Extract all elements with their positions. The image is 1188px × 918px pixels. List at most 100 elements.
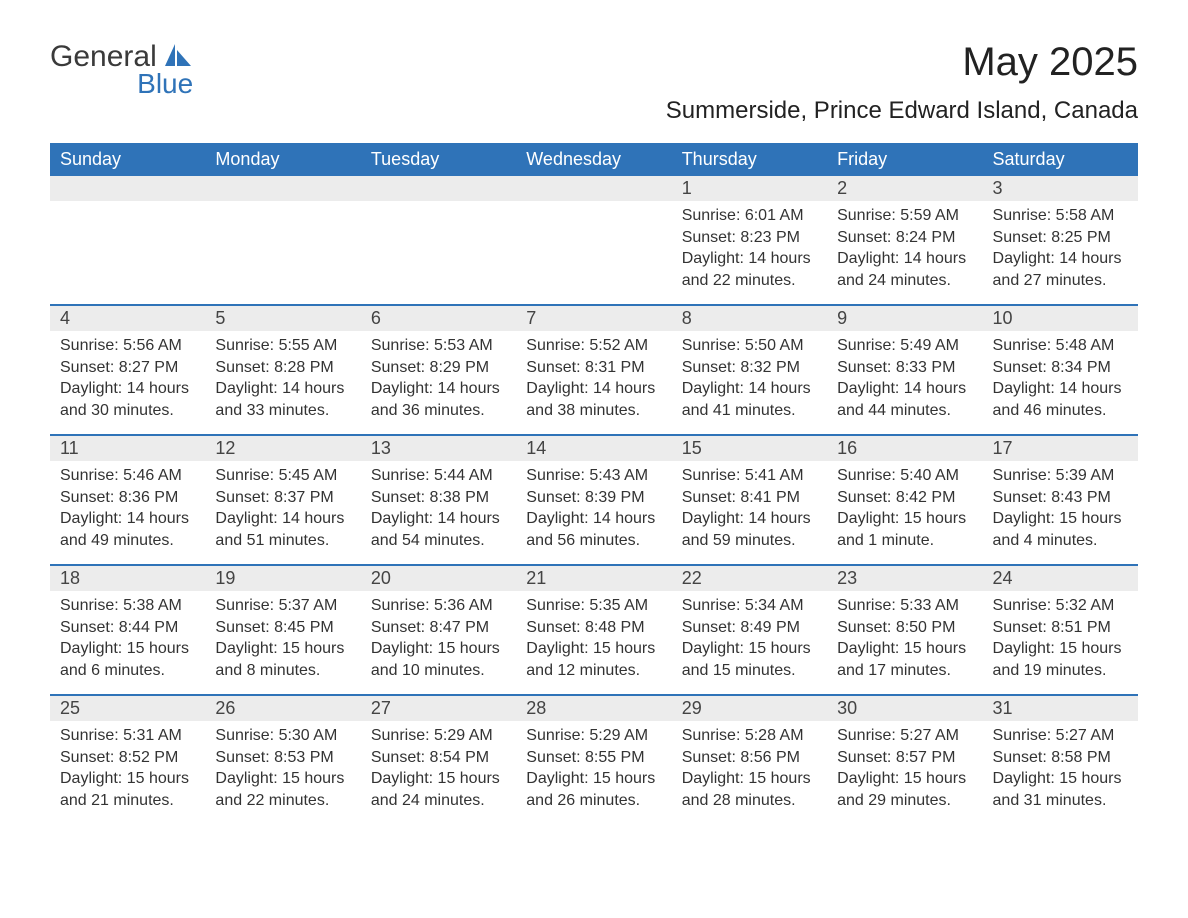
- sunset-line: Sunset: 8:29 PM: [371, 357, 506, 379]
- day-content: Sunrise: 5:43 AMSunset: 8:39 PMDaylight:…: [516, 465, 671, 551]
- day-cell: 30Sunrise: 5:27 AMSunset: 8:57 PMDayligh…: [827, 696, 982, 824]
- day-cell: 14 Sunrise: 5:43 AMSunset: 8:39 PMDayligh…: [516, 436, 671, 564]
- sunrise-line: Sunrise: 5:33 AM: [837, 595, 972, 617]
- day-content: Sunrise: 5:50 AMSunset: 8:32 PMDaylight:…: [672, 335, 827, 421]
- sunrise-line: Sunrise: 5:32 AM: [993, 595, 1128, 617]
- day-cell: 18Sunrise: 5:38 AMSunset: 8:44 PMDayligh…: [50, 566, 205, 694]
- day-cell: 25Sunrise: 5:31 AMSunset: 8:52 PMDayligh…: [50, 696, 205, 824]
- sunrise-line: Sunrise: 5:40 AM: [837, 465, 972, 487]
- weekday-header-cell: Saturday: [983, 143, 1138, 176]
- day-number: 7: [516, 306, 671, 331]
- sunrise-line: Sunrise: 5:38 AM: [60, 595, 195, 617]
- daylight-line: Daylight: 15 hours and 19 minutes.: [993, 638, 1128, 681]
- day-cell: [516, 176, 671, 304]
- day-cell: 16Sunrise: 5:40 AMSunset: 8:42 PMDayligh…: [827, 436, 982, 564]
- day-number: 22: [672, 566, 827, 591]
- daylight-line: Daylight: 15 hours and 31 minutes.: [993, 768, 1128, 811]
- day-content: Sunrise: 5:37 AMSunset: 8:45 PMDaylight:…: [205, 595, 360, 681]
- day-number: 26: [205, 696, 360, 721]
- sunset-line: Sunset: 8:24 PM: [837, 227, 972, 249]
- sunset-line: Sunset: 8:31 PM: [526, 357, 661, 379]
- day-content: Sunrise: 5:44 AMSunset: 8:38 PMDaylight:…: [361, 465, 516, 551]
- daylight-line: Daylight: 15 hours and 28 minutes.: [682, 768, 817, 811]
- sunrise-line: Sunrise: 5:35 AM: [526, 595, 661, 617]
- sunset-line: Sunset: 8:50 PM: [837, 617, 972, 639]
- sunset-line: Sunset: 8:27 PM: [60, 357, 195, 379]
- day-number: 30: [827, 696, 982, 721]
- day-content: Sunrise: 5:29 AMSunset: 8:55 PMDaylight:…: [516, 725, 671, 811]
- sunrise-line: Sunrise: 5:28 AM: [682, 725, 817, 747]
- daylight-line: Daylight: 14 hours and 41 minutes.: [682, 378, 817, 421]
- day-cell: [205, 176, 360, 304]
- daylight-line: Daylight: 14 hours and 49 minutes.: [60, 508, 195, 551]
- sunset-line: Sunset: 8:58 PM: [993, 747, 1128, 769]
- logo-text-block: General Blue: [50, 40, 193, 98]
- daylight-line: Daylight: 14 hours and 56 minutes.: [526, 508, 661, 551]
- day-content: Sunrise: 5:32 AMSunset: 8:51 PMDaylight:…: [983, 595, 1138, 681]
- sunrise-line: Sunrise: 5:31 AM: [60, 725, 195, 747]
- day-number: [50, 176, 205, 201]
- day-number: 4: [50, 306, 205, 331]
- sunset-line: Sunset: 8:53 PM: [215, 747, 350, 769]
- daylight-line: Daylight: 15 hours and 6 minutes.: [60, 638, 195, 681]
- sunset-line: Sunset: 8:37 PM: [215, 487, 350, 509]
- day-cell: 10Sunrise: 5:48 AMSunset: 8:34 PMDayligh…: [983, 306, 1138, 434]
- day-number: 27: [361, 696, 516, 721]
- sunrise-line: Sunrise: 5:52 AM: [526, 335, 661, 357]
- sunrise-line: Sunrise: 5:58 AM: [993, 205, 1128, 227]
- weekday-header-cell: Tuesday: [361, 143, 516, 176]
- month-title: May 2025: [666, 40, 1138, 85]
- sunrise-line: Sunrise: 5:27 AM: [837, 725, 972, 747]
- day-content: Sunrise: 5:35 AMSunset: 8:48 PMDaylight:…: [516, 595, 671, 681]
- day-content: Sunrise: 5:38 AMSunset: 8:44 PMDaylight:…: [50, 595, 205, 681]
- day-cell: 27Sunrise: 5:29 AMSunset: 8:54 PMDayligh…: [361, 696, 516, 824]
- day-content: Sunrise: 5:36 AMSunset: 8:47 PMDaylight:…: [361, 595, 516, 681]
- logo-text-blue: Blue: [110, 70, 193, 98]
- day-content: Sunrise: 5:49 AMSunset: 8:33 PMDaylight:…: [827, 335, 982, 421]
- daylight-line: Daylight: 14 hours and 33 minutes.: [215, 378, 350, 421]
- calendar: SundayMondayTuesdayWednesdayThursdayFrid…: [50, 143, 1138, 824]
- week-row: 18Sunrise: 5:38 AMSunset: 8:44 PMDayligh…: [50, 564, 1138, 694]
- day-content: Sunrise: 5:39 AMSunset: 8:43 PMDaylight:…: [983, 465, 1138, 551]
- day-cell: 21Sunrise: 5:35 AMSunset: 8:48 PMDayligh…: [516, 566, 671, 694]
- daylight-line: Daylight: 14 hours and 46 minutes.: [993, 378, 1128, 421]
- day-cell: 1Sunrise: 6:01 AMSunset: 8:23 PMDaylight…: [672, 176, 827, 304]
- weekday-header-cell: Sunday: [50, 143, 205, 176]
- day-content: Sunrise: 5:40 AMSunset: 8:42 PMDaylight:…: [827, 465, 982, 551]
- sunrise-line: Sunrise: 5:29 AM: [526, 725, 661, 747]
- day-number: 2: [827, 176, 982, 201]
- day-number: 10: [983, 306, 1138, 331]
- day-number: 31: [983, 696, 1138, 721]
- day-number: [205, 176, 360, 201]
- day-content: Sunrise: 5:31 AMSunset: 8:52 PMDaylight:…: [50, 725, 205, 811]
- sunrise-line: Sunrise: 5:30 AM: [215, 725, 350, 747]
- sunset-line: Sunset: 8:49 PM: [682, 617, 817, 639]
- logo-sail-icon: [165, 44, 193, 71]
- daylight-line: Daylight: 15 hours and 21 minutes.: [60, 768, 195, 811]
- day-cell: [361, 176, 516, 304]
- day-cell: 11Sunrise: 5:46 AMSunset: 8:36 PMDayligh…: [50, 436, 205, 564]
- sunset-line: Sunset: 8:25 PM: [993, 227, 1128, 249]
- daylight-line: Daylight: 15 hours and 15 minutes.: [682, 638, 817, 681]
- sunrise-line: Sunrise: 5:29 AM: [371, 725, 506, 747]
- day-number: 1: [672, 176, 827, 201]
- sunset-line: Sunset: 8:57 PM: [837, 747, 972, 769]
- day-number: 14: [516, 436, 671, 461]
- daylight-line: Daylight: 14 hours and 24 minutes.: [837, 248, 972, 291]
- daylight-line: Daylight: 15 hours and 4 minutes.: [993, 508, 1128, 551]
- day-cell: 4Sunrise: 5:56 AMSunset: 8:27 PMDaylight…: [50, 306, 205, 434]
- sunset-line: Sunset: 8:23 PM: [682, 227, 817, 249]
- sunrise-line: Sunrise: 5:45 AM: [215, 465, 350, 487]
- sunrise-line: Sunrise: 5:27 AM: [993, 725, 1128, 747]
- sunrise-line: Sunrise: 5:37 AM: [215, 595, 350, 617]
- daylight-line: Daylight: 15 hours and 22 minutes.: [215, 768, 350, 811]
- daylight-line: Daylight: 14 hours and 59 minutes.: [682, 508, 817, 551]
- day-number: 13: [361, 436, 516, 461]
- day-content: Sunrise: 5:46 AMSunset: 8:36 PMDaylight:…: [50, 465, 205, 551]
- sunset-line: Sunset: 8:47 PM: [371, 617, 506, 639]
- day-content: Sunrise: 5:34 AMSunset: 8:49 PMDaylight:…: [672, 595, 827, 681]
- day-number: [516, 176, 671, 201]
- day-content: Sunrise: 5:41 AMSunset: 8:41 PMDaylight:…: [672, 465, 827, 551]
- day-number: 23: [827, 566, 982, 591]
- week-row: 25Sunrise: 5:31 AMSunset: 8:52 PMDayligh…: [50, 694, 1138, 824]
